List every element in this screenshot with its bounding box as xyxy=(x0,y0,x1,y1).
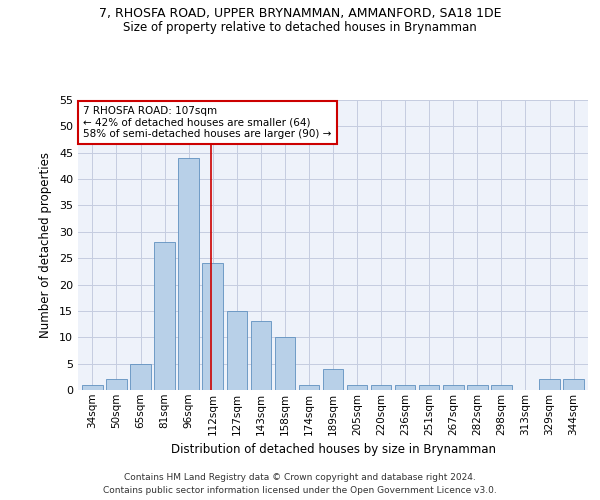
Bar xyxy=(419,384,439,390)
Bar xyxy=(371,384,391,390)
Bar xyxy=(178,158,199,390)
Bar xyxy=(323,369,343,390)
Text: Size of property relative to detached houses in Brynamman: Size of property relative to detached ho… xyxy=(123,21,477,34)
Bar xyxy=(202,264,223,390)
Bar xyxy=(251,322,271,390)
Bar xyxy=(106,380,127,390)
Bar xyxy=(227,311,247,390)
Text: Contains public sector information licensed under the Open Government Licence v3: Contains public sector information licen… xyxy=(103,486,497,495)
Text: 7 RHOSFA ROAD: 107sqm
← 42% of detached houses are smaller (64)
58% of semi-deta: 7 RHOSFA ROAD: 107sqm ← 42% of detached … xyxy=(83,106,331,139)
Bar xyxy=(443,384,464,390)
Text: Contains HM Land Registry data © Crown copyright and database right 2024.: Contains HM Land Registry data © Crown c… xyxy=(124,472,476,482)
Bar xyxy=(82,384,103,390)
Bar xyxy=(491,384,512,390)
Bar xyxy=(130,364,151,390)
Bar xyxy=(347,384,367,390)
Bar xyxy=(395,384,415,390)
Bar xyxy=(154,242,175,390)
Bar xyxy=(563,380,584,390)
Bar xyxy=(539,380,560,390)
Bar xyxy=(467,384,488,390)
Text: 7, RHOSFA ROAD, UPPER BRYNAMMAN, AMMANFORD, SA18 1DE: 7, RHOSFA ROAD, UPPER BRYNAMMAN, AMMANFO… xyxy=(99,8,501,20)
Y-axis label: Number of detached properties: Number of detached properties xyxy=(39,152,52,338)
Bar xyxy=(299,384,319,390)
Bar xyxy=(275,338,295,390)
Text: Distribution of detached houses by size in Brynamman: Distribution of detached houses by size … xyxy=(170,442,496,456)
